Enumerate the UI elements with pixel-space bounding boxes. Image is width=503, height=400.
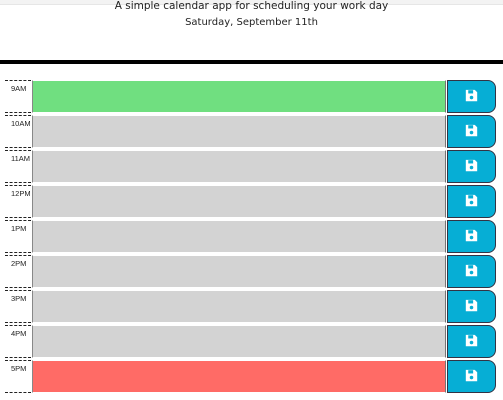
time-block: 10AM (5, 115, 496, 148)
header-divider (0, 60, 503, 64)
save-button[interactable] (447, 150, 496, 183)
floppy-disk-icon (465, 159, 478, 175)
task-input[interactable] (32, 255, 446, 288)
save-button[interactable] (447, 325, 496, 358)
hour-label: 12PM (5, 185, 31, 218)
hour-label: 4PM (5, 325, 31, 358)
floppy-disk-icon (465, 124, 478, 140)
time-block: 3PM (5, 290, 496, 323)
floppy-disk-icon (465, 89, 478, 105)
time-block: 2PM (5, 255, 496, 288)
page-subtitle: A simple calendar app for scheduling you… (114, 0, 389, 12)
save-button[interactable] (447, 115, 496, 148)
floppy-disk-icon (465, 264, 478, 280)
task-input[interactable] (32, 115, 446, 148)
task-input[interactable] (32, 150, 446, 183)
hour-label: 3PM (5, 290, 31, 323)
save-button[interactable] (447, 80, 496, 113)
hour-label: 10AM (5, 115, 31, 148)
time-block: 5PM (5, 360, 496, 393)
task-input[interactable] (32, 290, 446, 323)
hour-label: 11AM (5, 150, 31, 183)
floppy-disk-icon (465, 229, 478, 245)
save-button[interactable] (447, 290, 496, 323)
task-input[interactable] (32, 185, 446, 218)
floppy-disk-icon (465, 369, 478, 385)
save-button[interactable] (447, 220, 496, 253)
time-block: 11AM (5, 150, 496, 183)
time-block: 12PM (5, 185, 496, 218)
hour-label: 1PM (5, 220, 31, 253)
floppy-disk-icon (465, 334, 478, 350)
top-bar (0, 0, 503, 5)
task-input[interactable] (32, 360, 446, 393)
save-button[interactable] (447, 360, 496, 393)
save-button[interactable] (447, 185, 496, 218)
hour-label: 9AM (5, 80, 31, 113)
task-input[interactable] (32, 80, 446, 113)
save-button[interactable] (447, 255, 496, 288)
time-block: 9AM (5, 80, 496, 113)
current-day: Saturday, September 11th (185, 17, 318, 28)
floppy-disk-icon (465, 194, 478, 210)
time-block: 4PM (5, 325, 496, 358)
time-block: 1PM (5, 220, 496, 253)
hour-label: 5PM (5, 360, 31, 393)
task-input[interactable] (32, 220, 446, 253)
task-input[interactable] (32, 325, 446, 358)
floppy-disk-icon (465, 299, 478, 315)
hour-label: 2PM (5, 255, 31, 288)
